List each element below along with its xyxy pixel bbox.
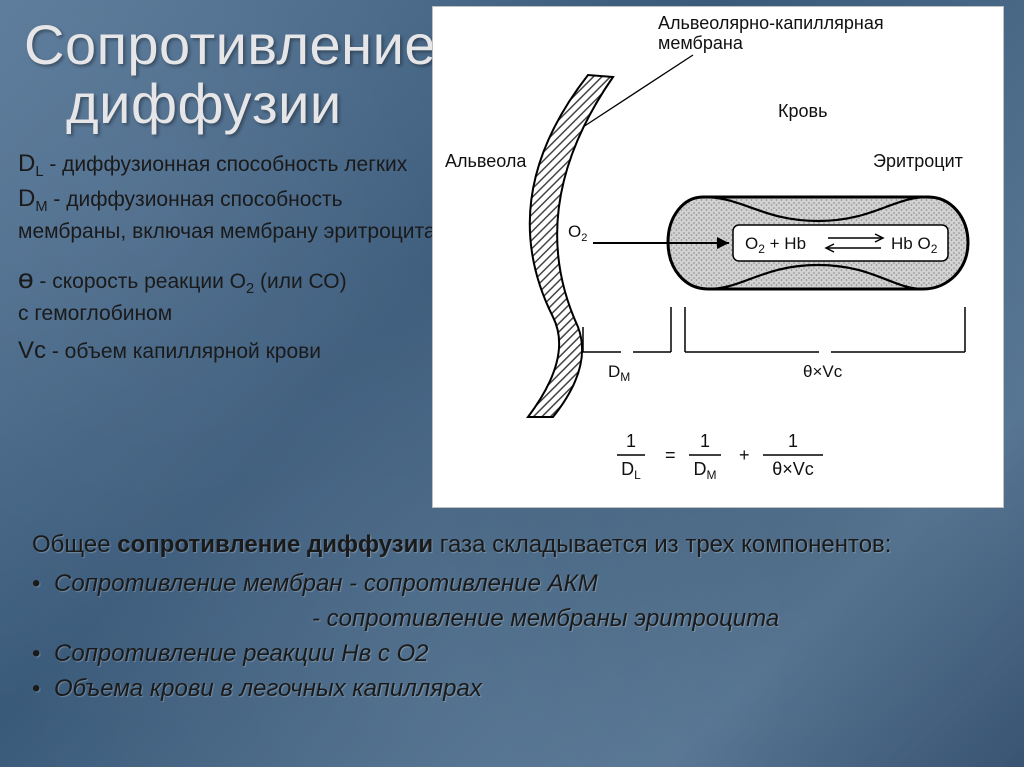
def-dm-cont: мембраны, включая мембрану эритроцита (18, 218, 436, 246)
svg-text:=: = (665, 445, 676, 465)
label-o2: O2 (568, 222, 587, 244)
def-theta: ɵ - скорость реакции О2 (или СО) (18, 260, 436, 300)
label-membrane-2: мембрана (658, 33, 744, 53)
body-text: Общее сопротивление диффузии газа склады… (32, 528, 994, 708)
bullet-1b: - сопротивление мембраны эритроцита (32, 602, 994, 635)
svg-text:DL: DL (621, 459, 641, 482)
svg-text:1: 1 (700, 431, 710, 451)
label-membrane-1: Альвеолярно-капиллярная (658, 13, 884, 33)
label-thetavc: θ×Vc (803, 362, 843, 381)
def-vc: Vc - объем капиллярной крови (18, 335, 436, 367)
definitions-block: DL - диффузионная способность легких DM … (18, 148, 436, 367)
diagram-panel: Альвеолярно-капиллярная мембрана Кровь А… (432, 6, 1004, 508)
bullet-1: Сопротивление мембран - сопротивление АК… (32, 567, 994, 600)
bracket-thetavc (685, 307, 965, 352)
label-alveola: Альвеола (445, 151, 527, 171)
title-line1: Сопротивление (24, 13, 436, 76)
def-dl: DL - диффузионная способность легких (18, 148, 436, 183)
lead-sentence: Общее сопротивление диффузии газа склады… (32, 528, 994, 561)
label-blood: Кровь (778, 101, 827, 121)
bracket-dm (583, 307, 671, 352)
svg-text:1: 1 (626, 431, 636, 451)
membrane-shape (528, 75, 613, 417)
bullet-3: Объема крови в легочных капиллярах (32, 672, 994, 705)
rxn-o2: O2 + Hb (745, 234, 806, 256)
svg-text:+: + (739, 445, 750, 465)
formula: 1 DL = 1 DM + 1 θ×Vc (617, 431, 823, 482)
diagram-svg: Альвеолярно-капиллярная мембрана Кровь А… (433, 7, 1003, 507)
def-theta-cont: с гемоглобином (18, 300, 436, 328)
rxn-hbo2: Hb O2 (891, 234, 938, 256)
def-dm: DM - диффузионная способность (18, 183, 436, 218)
label-erythro: Эритроцит (873, 151, 963, 171)
svg-text:θ×Vc: θ×Vc (772, 459, 814, 479)
label-dm: DM (608, 362, 630, 384)
slide-title: Сопротивление диффузии (24, 16, 436, 134)
svg-text:1: 1 (788, 431, 798, 451)
slide: Сопротивление диффузии DL - диффузионная… (0, 0, 1024, 767)
title-line2: диффузии (24, 72, 342, 135)
svg-text:DM: DM (694, 459, 717, 482)
bullet-2: Сопротивление реакции Нв с О2 (32, 637, 994, 670)
